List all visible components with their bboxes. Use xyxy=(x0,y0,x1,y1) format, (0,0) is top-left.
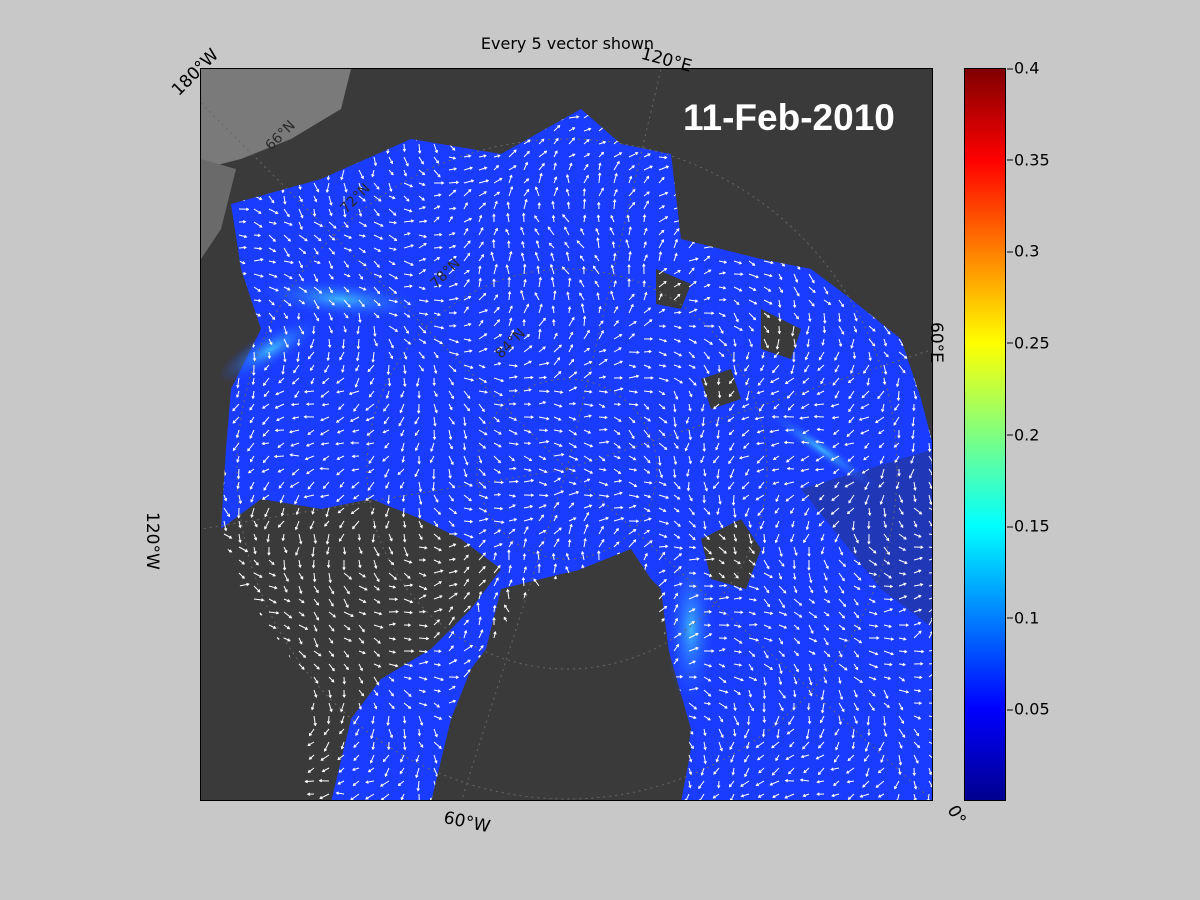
colorbar xyxy=(964,68,1006,801)
lon-label-120w: 120°W xyxy=(142,512,162,570)
grey-land-left xyxy=(201,159,236,259)
novaya-zemlya xyxy=(761,309,801,359)
date-label: 11-Feb-2010 xyxy=(683,97,895,138)
lon-label-60w: 60°W xyxy=(441,808,492,838)
colorbar-tick-label: 0.4 xyxy=(1006,58,1040,78)
colorbar-tick-label: 0.3 xyxy=(1006,241,1040,261)
franz-josef xyxy=(701,369,741,409)
colorbar-tick-label: 0.15 xyxy=(1007,516,1050,536)
drift-map: 66°N 72°N 78°N 84°N xyxy=(201,69,932,800)
lon-label-60e: 60°E xyxy=(926,322,946,363)
greenland xyxy=(441,559,691,800)
grey-land-upper-left xyxy=(201,69,351,169)
scandinavia xyxy=(801,449,932,628)
canadian-archipelago xyxy=(201,499,501,800)
colorbar-tick-label: 0.2 xyxy=(1006,425,1040,444)
drift-streak xyxy=(763,408,879,490)
graticule xyxy=(201,69,932,800)
map-title: Every 5 vector shown xyxy=(480,34,655,53)
lon-label-0: 0° xyxy=(942,802,970,829)
map-frame: 66°N 72°N 78°N 84°N xyxy=(200,68,933,801)
colorbar-tick-label: 0.25 xyxy=(1007,333,1050,353)
colorbar-tick-label: 0.35 xyxy=(1007,150,1050,170)
drift-streak xyxy=(251,277,431,321)
colorbar-ticks: 0.05 0.1 0.15 0.2 0.25 0.3 0.35 0.4 xyxy=(1006,59,1066,801)
drift-streak xyxy=(218,315,324,383)
colorbar-tick-label: 0.05 xyxy=(1007,699,1050,719)
colorbar-tick-label: 0.1 xyxy=(1006,608,1040,628)
severnaya-zemlya xyxy=(656,269,691,309)
drift-streak xyxy=(666,549,716,709)
svalbard xyxy=(701,519,761,589)
